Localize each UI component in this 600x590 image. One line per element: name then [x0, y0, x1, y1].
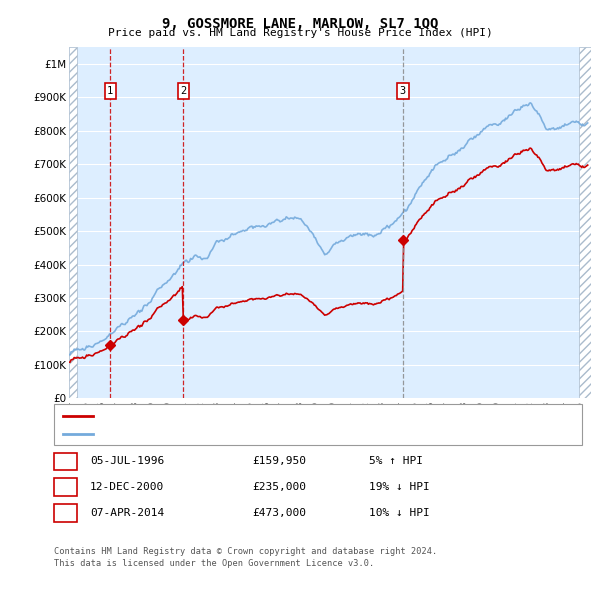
Text: £473,000: £473,000	[252, 509, 306, 518]
Text: 10% ↓ HPI: 10% ↓ HPI	[369, 509, 430, 518]
Text: 1: 1	[107, 86, 113, 96]
Text: Contains HM Land Registry data © Crown copyright and database right 2024.: Contains HM Land Registry data © Crown c…	[54, 547, 437, 556]
Text: HPI: Average price, detached house, Buckinghamshire: HPI: Average price, detached house, Buck…	[99, 429, 418, 439]
Text: 2: 2	[180, 86, 187, 96]
Text: 1: 1	[62, 457, 69, 466]
Text: 05-JUL-1996: 05-JUL-1996	[90, 457, 164, 466]
Text: 3: 3	[400, 86, 406, 96]
Text: This data is licensed under the Open Government Licence v3.0.: This data is licensed under the Open Gov…	[54, 559, 374, 568]
Text: 2: 2	[62, 483, 69, 492]
Text: 3: 3	[62, 509, 69, 518]
Bar	[580, 47, 591, 398]
Text: 12-DEC-2000: 12-DEC-2000	[90, 483, 164, 492]
Text: 07-APR-2014: 07-APR-2014	[90, 509, 164, 518]
Text: 5% ↑ HPI: 5% ↑ HPI	[369, 457, 423, 466]
Bar	[69, 47, 77, 398]
Text: 9, GOSSMORE LANE, MARLOW, SL7 1QQ: 9, GOSSMORE LANE, MARLOW, SL7 1QQ	[162, 17, 438, 31]
Text: £159,950: £159,950	[252, 457, 306, 466]
Text: 19% ↓ HPI: 19% ↓ HPI	[369, 483, 430, 492]
Text: Price paid vs. HM Land Registry's House Price Index (HPI): Price paid vs. HM Land Registry's House …	[107, 28, 493, 38]
Text: 9, GOSSMORE LANE, MARLOW, SL7 1QQ (detached house): 9, GOSSMORE LANE, MARLOW, SL7 1QQ (detac…	[99, 411, 412, 421]
Text: £235,000: £235,000	[252, 483, 306, 492]
